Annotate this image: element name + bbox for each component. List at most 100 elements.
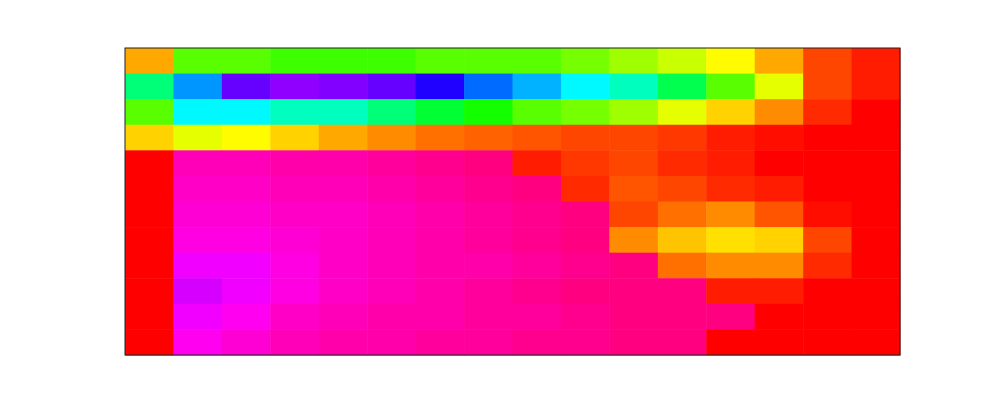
cell [803,48,852,74]
cell [367,227,416,253]
cell [706,150,755,176]
cell [125,125,174,151]
cell [803,304,852,330]
cell [561,176,610,202]
cell [852,227,901,253]
cell [513,99,562,125]
cell [270,329,319,355]
cell [464,150,513,176]
cell [561,48,610,74]
cell [173,74,222,100]
cell [755,125,804,151]
cell [319,125,368,151]
cell [561,304,610,330]
cell [319,74,368,100]
cell [125,278,174,304]
cell [319,99,368,125]
cell [270,99,319,125]
cell [125,150,174,176]
cell [125,304,174,330]
cell [367,278,416,304]
cell [319,202,368,228]
cell [270,125,319,151]
cell [755,253,804,279]
cell [319,48,368,74]
cell [173,176,222,202]
cell [755,278,804,304]
cell [513,125,562,151]
cell [803,150,852,176]
cell [609,74,658,100]
cell [561,227,610,253]
cell [319,176,368,202]
cell [270,304,319,330]
cell [803,74,852,100]
cell [513,150,562,176]
cell [270,227,319,253]
cell [513,304,562,330]
cell [561,278,610,304]
cell [658,176,707,202]
cell [755,74,804,100]
cell [416,74,465,100]
cell [416,304,465,330]
cell [658,202,707,228]
cell [173,202,222,228]
cell [852,304,901,330]
cell [222,202,271,228]
cell [609,48,658,74]
cell [367,304,416,330]
cell [561,99,610,125]
cell [609,304,658,330]
cell [561,150,610,176]
cell [609,278,658,304]
cell [561,74,610,100]
cell [706,48,755,74]
cell [319,150,368,176]
cell [173,99,222,125]
cell [706,227,755,253]
cell [125,253,174,279]
cell [658,304,707,330]
cell [173,227,222,253]
cell [222,278,271,304]
cell [852,278,901,304]
cell [464,99,513,125]
cell [464,74,513,100]
cell [706,278,755,304]
cell [852,329,901,355]
cell [125,74,174,100]
cell [416,329,465,355]
cell [609,329,658,355]
cell [367,125,416,151]
cell [416,99,465,125]
cell [222,253,271,279]
cell [222,329,271,355]
cell [755,150,804,176]
cell [852,202,901,228]
cell [270,74,319,100]
cell [319,227,368,253]
cell [755,176,804,202]
cell [706,329,755,355]
cell [852,48,901,74]
cell [658,227,707,253]
cell [416,227,465,253]
cell [609,253,658,279]
cell [367,329,416,355]
cell [609,202,658,228]
cell [852,253,901,279]
cell [464,253,513,279]
cell [561,329,610,355]
cell [125,48,174,74]
cell [125,176,174,202]
cell [658,125,707,151]
cell [270,150,319,176]
cell [755,99,804,125]
cell [416,278,465,304]
cell [464,176,513,202]
cell [125,99,174,125]
cell [609,176,658,202]
cell [755,48,804,74]
cell [125,202,174,228]
